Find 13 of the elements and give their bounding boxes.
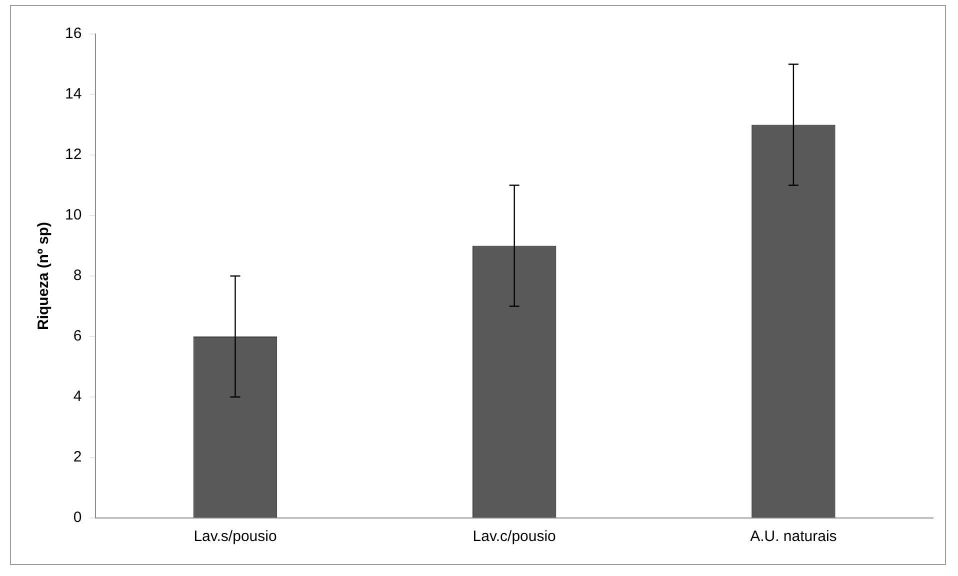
y-tick-label: 2 xyxy=(73,448,82,466)
y-tick-label: 0 xyxy=(73,509,82,526)
y-tick-label: 8 xyxy=(73,267,82,284)
x-tick-label: A.U. naturais xyxy=(750,528,837,546)
y-tick-label: 12 xyxy=(64,146,82,164)
y-tick-label: 14 xyxy=(64,86,82,103)
y-tick-label: 6 xyxy=(73,328,82,345)
y-axis-title: Riqueza (nº sp) xyxy=(35,222,52,330)
y-tick-label: 16 xyxy=(64,25,82,42)
x-tick-label: Lav.c/pousio xyxy=(472,528,556,546)
x-tick-label: Lav.s/pousio xyxy=(194,528,277,546)
y-tick-label: 10 xyxy=(64,206,82,224)
y-tick-label: 4 xyxy=(73,388,82,406)
